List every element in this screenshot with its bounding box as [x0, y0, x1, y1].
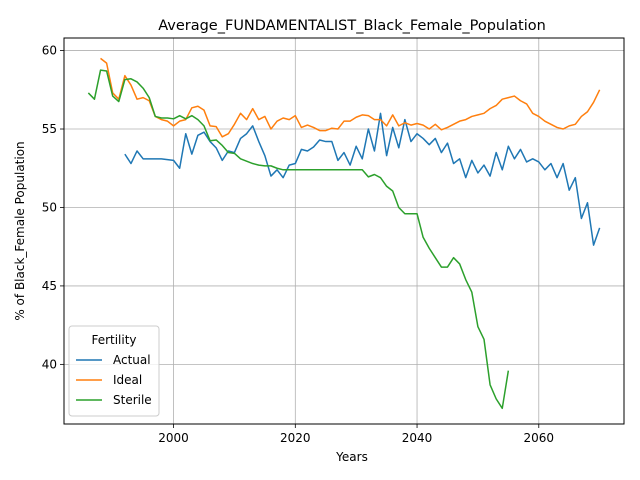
series-lines [87, 57, 601, 410]
x-tick-label: 2060 [524, 431, 555, 445]
legend-label-ideal: Ideal [113, 373, 142, 387]
series-line-ideal [100, 57, 601, 138]
x-tick-label: 2020 [280, 431, 311, 445]
legend: Fertility Actual Ideal Sterile [68, 325, 160, 417]
axes-frame [63, 37, 625, 425]
legend-label-sterile: Sterile [113, 393, 152, 407]
y-tick-label: 50 [42, 200, 57, 214]
y-tick-label: 40 [42, 357, 57, 371]
legend-title: Fertility [91, 333, 136, 347]
x-tick-label: 2000 [158, 431, 189, 445]
y-tick-label: 55 [42, 122, 57, 136]
legend-box [68, 325, 160, 417]
plot-area [64, 38, 640, 424]
y-tick-label: 60 [42, 44, 57, 58]
x-tick-label: 2040 [402, 431, 433, 445]
series-line-sterile [87, 69, 510, 410]
y-tick-label: 45 [42, 279, 57, 293]
legend-label-actual: Actual [113, 353, 151, 367]
series-line-actual [124, 112, 601, 246]
chart-title: Average_FUNDAMENTALIST_Black_Female_Popu… [158, 18, 546, 34]
x-axis-label: Years [335, 450, 368, 464]
axis-ticks: 2000 2020 2040 2060 40 45 50 55 60 [42, 44, 554, 445]
legend-items: Actual Ideal Sterile [76, 353, 152, 407]
y-axis-label: % of Black_Female Population [13, 141, 27, 320]
